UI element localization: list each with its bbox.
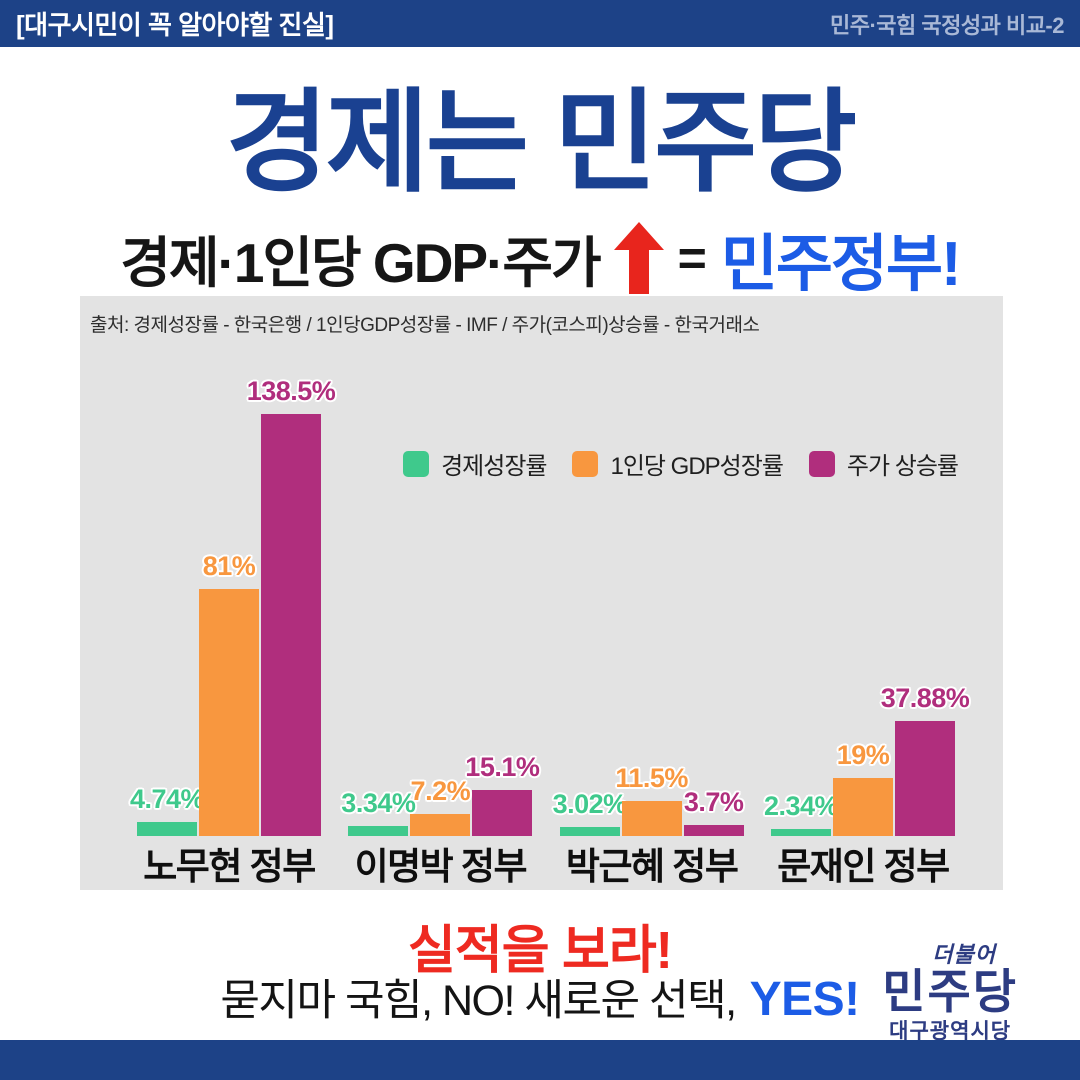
bar-cluster: 3.02% 11.5% 3.7% [553, 763, 744, 836]
legend-label: 1인당 GDP성장률 [610, 453, 783, 480]
bar-경제성장률: 3.02% [553, 789, 627, 836]
bar-value-label: 7.2% [410, 776, 471, 806]
subtitle-highlight: 민주정부! [720, 230, 962, 299]
bar-value-label: 3.7% [683, 786, 744, 817]
bar-value-label: 81% [202, 551, 256, 581]
bar-주가 상승률: 3.7% [683, 787, 744, 836]
chart-legend: 경제성장률 1인당 GDP성장률 주가 상승률 [403, 446, 959, 481]
logo-main-text: 민주당 [882, 965, 1018, 1018]
bar-value-label: 3.34% [341, 787, 416, 818]
subtitle-text: 경제·1인당 GDP·주가 [120, 232, 601, 294]
bar-value-label: 3.02% [552, 788, 628, 819]
category-label: 노무현 정부 [143, 846, 316, 887]
bar-value-label: 4.74% [129, 783, 205, 814]
legend-swatch-icon [808, 450, 835, 477]
footer-yes-text: YES! [749, 973, 861, 1026]
banner-left-text: [대구시민이 꼭 알아야할 진실] [16, 10, 334, 40]
bar-cluster: 3.34% 7.2% 15.1% [341, 752, 540, 836]
bar-value-label: 15.1% [465, 751, 540, 782]
legend-item: 주가 상승률 [808, 446, 959, 481]
top-banner: [대구시민이 꼭 알아야할 진실] 민주·국힘 국정성과 비교-2 [0, 0, 1080, 47]
bar-1인당 GDP성장률: 7.2% [410, 776, 471, 836]
category-label: 문재인 정부 [777, 846, 950, 887]
bar-groups: 4.74% 81% 138.5% 노무현 정부 3.34% 7.2% 15.1% 이명박 정부… [130, 296, 970, 891]
bar-경제성장률: 3.34% [341, 788, 416, 836]
bar-경제성장률: 2.34% [764, 791, 839, 836]
category-label: 이명박 정부 [354, 846, 528, 887]
bar-value-label: 138.5% [246, 375, 336, 406]
page-title: 경제는 민주당 [225, 80, 857, 205]
footer-line: 묻지마 국힘, NO! 새로운 선택, YES! [0, 966, 1080, 1028]
bottom-banner [0, 1040, 1080, 1080]
bar-주가 상승률: 37.88% [881, 683, 970, 836]
red-up-arrow-icon [613, 222, 664, 294]
bar-1인당 GDP성장률: 11.5% [615, 763, 688, 836]
legend-swatch-icon [403, 450, 430, 477]
source-note: 출처: 경제성장률 - 한국은행 / 1인당GDP성장률 - IMF / 주가(… [90, 315, 760, 336]
banner-right-text: 민주·국힘 국정성과 비교-2 [829, 12, 1065, 38]
chart-panel: 출처: 경제성장률 - 한국은행 / 1인당GDP성장률 - IMF / 주가(… [80, 296, 1003, 890]
bar-value-label: 37.88% [880, 682, 970, 713]
bar-value-label: 11.5% [615, 762, 688, 793]
bar-value-label: 2.34% [763, 790, 839, 821]
logo-script-text: 더불어 [932, 942, 996, 967]
bar-1인당 GDP성장률: 19% [832, 740, 893, 836]
legend-item: 경제성장률 [403, 446, 547, 481]
bar-1인당 GDP성장률: 81% [199, 551, 259, 836]
bar-value-label: 19% [836, 740, 890, 771]
category-label: 박근혜 정부 [565, 846, 739, 887]
bar-경제성장률: 4.74% [130, 784, 205, 836]
bar-group: 3.34% 7.2% 15.1% 이명박 정부 [341, 752, 540, 890]
bar-주가 상승률: 15.1% [465, 752, 540, 836]
legend-label: 주가 상승률 [846, 453, 959, 480]
legend-item: 1인당 GDP성장률 [572, 446, 784, 481]
party-logo: 더불어 민주당 대구광역시당 [882, 942, 1018, 1043]
bar-cluster: 2.34% 19% 37.88% [764, 683, 970, 836]
bar-group: 2.34% 19% 37.88% 문재인 정부 [764, 683, 970, 891]
legend-label: 경제성장률 [441, 453, 547, 480]
bar-cluster: 4.74% 81% 138.5% [130, 376, 336, 836]
logo-sub-text: 대구광역시당 [889, 1020, 1012, 1043]
footer-text: 묻지마 국힘, NO! 새로운 선택, [220, 977, 737, 1025]
equals-sign: = [677, 230, 707, 286]
bar-group: 3.02% 11.5% 3.7% 박근혜 정부 [553, 763, 744, 890]
legend-swatch-icon [572, 450, 599, 477]
bar-주가 상승률: 138.5% [247, 376, 336, 836]
subtitle-row: 경제·1인당 GDP·주가 = 민주정부! [0, 220, 1080, 299]
bar-group: 4.74% 81% 138.5% 노무현 정부 [130, 376, 336, 890]
footer-headline: 실적을 보라! [408, 922, 673, 980]
